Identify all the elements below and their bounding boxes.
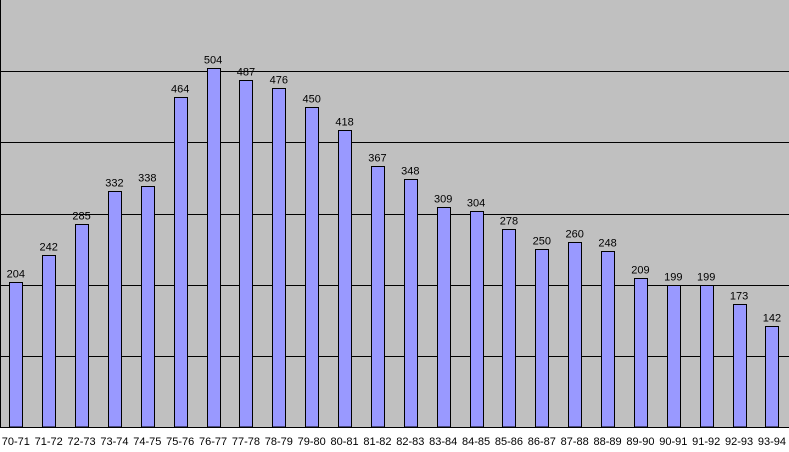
value-label-90-91: 199 bbox=[664, 272, 682, 284]
category-label-85-86: 85-86 bbox=[495, 436, 523, 448]
category-label-81-82: 81-82 bbox=[363, 436, 391, 448]
bar-88-89 bbox=[601, 251, 615, 428]
value-label-70-71: 204 bbox=[7, 269, 25, 281]
value-label-75-76: 464 bbox=[171, 84, 189, 96]
value-label-84-85: 304 bbox=[467, 198, 485, 210]
value-label-73-74: 332 bbox=[105, 178, 123, 190]
value-label-80-81: 418 bbox=[335, 117, 353, 129]
category-label-72-73: 72-73 bbox=[67, 436, 95, 448]
value-label-77-78: 487 bbox=[237, 67, 255, 79]
bar-77-78 bbox=[239, 80, 253, 428]
category-label-80-81: 80-81 bbox=[330, 436, 358, 448]
category-label-75-76: 75-76 bbox=[166, 436, 194, 448]
bar-74-75 bbox=[141, 186, 155, 428]
category-label-77-78: 77-78 bbox=[232, 436, 260, 448]
bar-92-93 bbox=[733, 304, 747, 428]
bar-91-92 bbox=[700, 285, 714, 428]
value-label-76-77: 504 bbox=[204, 55, 222, 67]
value-label-85-86: 278 bbox=[500, 216, 518, 228]
bar-89-90 bbox=[634, 278, 648, 428]
value-label-88-89: 248 bbox=[598, 238, 616, 250]
value-label-93-94: 142 bbox=[763, 313, 781, 325]
bar-76-77 bbox=[207, 68, 221, 428]
bars bbox=[9, 68, 779, 428]
category-label-71-72: 71-72 bbox=[35, 436, 63, 448]
bar-72-73 bbox=[75, 224, 89, 428]
bar-81-82 bbox=[371, 166, 385, 428]
bar-79-80 bbox=[305, 107, 319, 428]
value-label-87-88: 260 bbox=[565, 229, 583, 241]
category-label-89-90: 89-90 bbox=[626, 436, 654, 448]
category-label-83-84: 83-84 bbox=[429, 436, 457, 448]
value-label-78-79: 476 bbox=[270, 75, 288, 87]
category-label-78-79: 78-79 bbox=[265, 436, 293, 448]
value-label-74-75: 338 bbox=[138, 173, 156, 185]
value-label-91-92: 199 bbox=[697, 272, 715, 284]
bar-86-87 bbox=[535, 249, 549, 428]
bar-84-85 bbox=[470, 211, 484, 428]
category-label-91-92: 91-92 bbox=[692, 436, 720, 448]
category-label-84-85: 84-85 bbox=[462, 436, 490, 448]
category-labels: 70-71 71-72 72-73 73-74 74-75 75-76 76-77 77-78… bbox=[2, 436, 786, 448]
category-label-93-94: 93-94 bbox=[758, 436, 786, 448]
category-label-87-88: 87-88 bbox=[561, 436, 589, 448]
gridlines bbox=[0, 0, 789, 428]
bar-80-81 bbox=[338, 130, 352, 428]
bar-87-88 bbox=[568, 242, 582, 428]
value-label-81-82: 367 bbox=[368, 153, 386, 165]
value-label-71-72: 242 bbox=[39, 242, 57, 254]
bar-70-71 bbox=[9, 282, 23, 428]
category-label-74-75: 74-75 bbox=[133, 436, 161, 448]
category-label-73-74: 73-74 bbox=[100, 436, 128, 448]
bar-83-84 bbox=[437, 207, 451, 428]
bar-75-76 bbox=[174, 97, 188, 428]
category-label-86-87: 86-87 bbox=[528, 436, 556, 448]
category-label-88-89: 88-89 bbox=[593, 436, 621, 448]
value-label-72-73: 285 bbox=[72, 211, 90, 223]
bar-78-79 bbox=[272, 88, 286, 428]
value-label-82-83: 348 bbox=[401, 166, 419, 178]
category-label-76-77: 76-77 bbox=[199, 436, 227, 448]
value-label-86-87: 250 bbox=[533, 236, 551, 248]
bar-82-83 bbox=[404, 179, 418, 428]
bar-85-86 bbox=[502, 229, 516, 428]
value-label-79-80: 450 bbox=[302, 94, 320, 106]
category-label-90-91: 90-91 bbox=[659, 436, 687, 448]
bar-73-74 bbox=[108, 191, 122, 428]
bar-90-91 bbox=[667, 285, 681, 428]
bar-71-72 bbox=[42, 255, 56, 428]
value-label-89-90: 209 bbox=[631, 265, 649, 277]
value-label-83-84: 309 bbox=[434, 194, 452, 206]
category-label-70-71: 70-71 bbox=[2, 436, 30, 448]
bar-93-94 bbox=[765, 326, 779, 428]
category-label-82-83: 82-83 bbox=[396, 436, 424, 448]
value-label-92-93: 173 bbox=[730, 291, 748, 303]
category-label-92-93: 92-93 bbox=[725, 436, 753, 448]
category-label-79-80: 79-80 bbox=[298, 436, 326, 448]
data-labels: 204 242 285 332 338 464 504 487 476 450 418 367 348 3… bbox=[7, 55, 781, 325]
